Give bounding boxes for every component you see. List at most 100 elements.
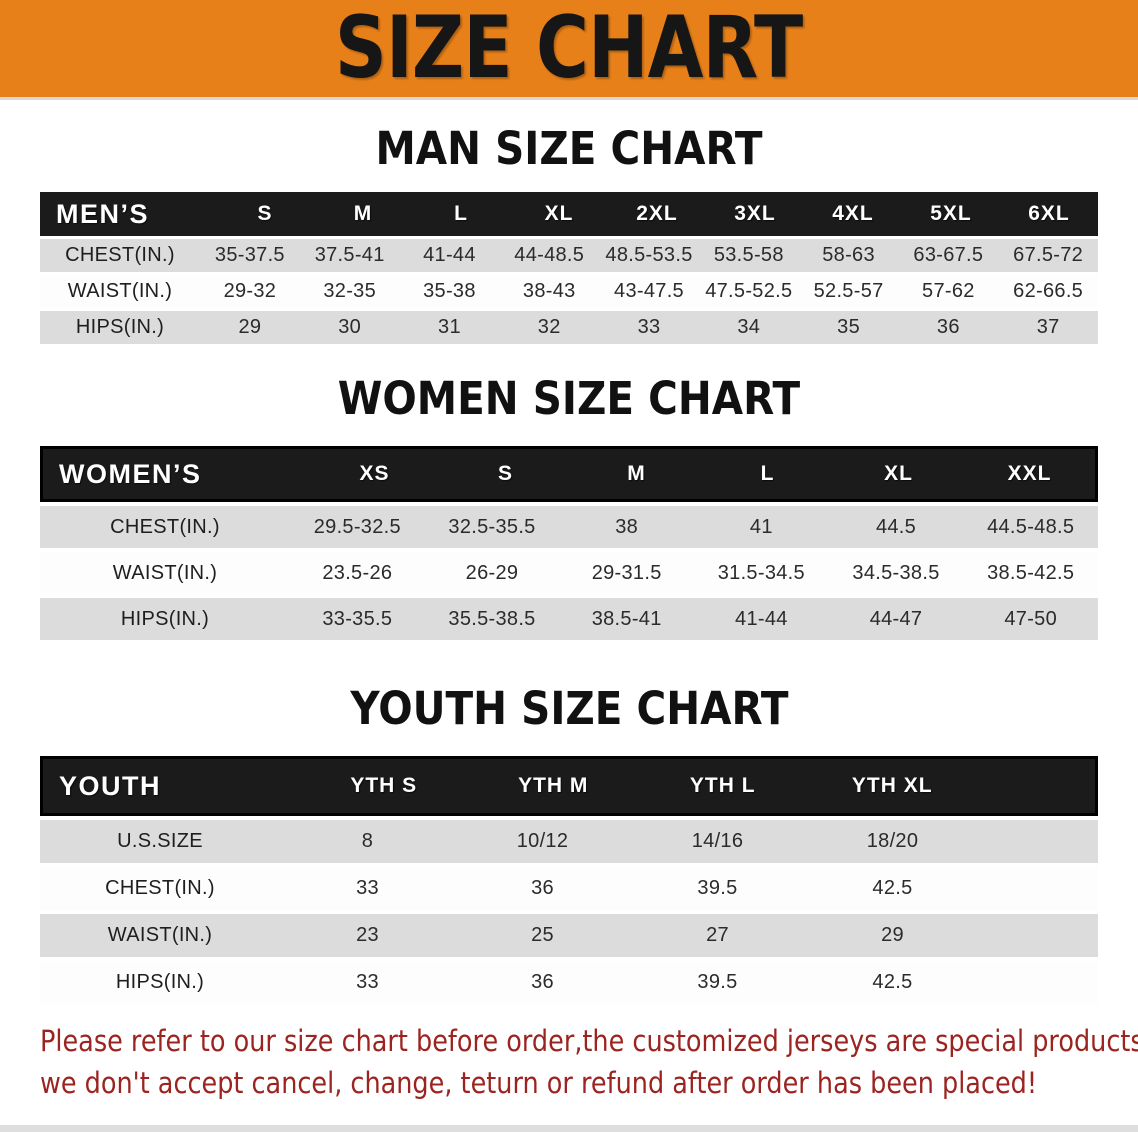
- table-cell: 30: [338, 316, 362, 338]
- table-cell: 44-48.5: [514, 244, 585, 266]
- table-cell: 23: [356, 924, 379, 946]
- table-header-row: YOUTH YTH S YTH M YTH L YTH XL: [40, 756, 1098, 816]
- table-cell: 14/16: [691, 830, 744, 852]
- table-cell: 38.5-41: [591, 607, 662, 630]
- table-row: U.S.SIZE 8 10/12 14/16 18/20: [40, 820, 1098, 863]
- row-label: CHEST(IN.): [110, 515, 220, 538]
- youth-section-heading-text: YOUTH SIZE CHART: [349, 682, 789, 735]
- table-row: CHEST(IN.) 33 36 39.5 42.5: [40, 867, 1098, 910]
- table-cell: 62-66.5: [1013, 280, 1084, 302]
- table-cell: 39.5: [697, 877, 738, 899]
- table-cell: 48.5-53.5: [605, 244, 693, 266]
- table-cell: 33-35.5: [322, 607, 393, 630]
- table-cell: 47-50: [1004, 607, 1058, 630]
- row-label: WAIST(IN.): [67, 280, 173, 302]
- size-column-header: S: [497, 462, 513, 485]
- table-cell: 33: [637, 316, 661, 338]
- table-cell: 44-47: [869, 607, 923, 630]
- size-column-header: M: [627, 462, 646, 485]
- table-cell: 31.5-34.5: [717, 561, 805, 584]
- youth-section-heading: YOUTH SIZE CHART: [0, 684, 1138, 734]
- size-column-header: S: [257, 202, 273, 225]
- table-cell: 35-38: [423, 280, 476, 302]
- table-cell: 32.5-35.5: [448, 515, 536, 538]
- size-column-header: XL: [884, 462, 913, 485]
- table-cell: 47.5-52.5: [705, 280, 793, 302]
- size-column-header: 3XL: [734, 202, 776, 225]
- table-header-label: MEN’S: [56, 198, 150, 229]
- table-cell: 8: [361, 830, 374, 852]
- table-cell: 34: [737, 316, 761, 338]
- table-cell: 29.5-32.5: [313, 515, 401, 538]
- table-cell: 35.5-38.5: [448, 607, 536, 630]
- table-cell: 18/20: [866, 830, 919, 852]
- table-cell: 43-47.5: [614, 280, 684, 302]
- table-cell: 26-29: [465, 561, 519, 584]
- table-cell: 67.5-72: [1013, 244, 1084, 266]
- disclaimer-line-1: Please refer to our size chart before or…: [40, 1024, 1138, 1058]
- row-label: U.S.SIZE: [117, 830, 203, 852]
- size-column-header: YTH XL: [851, 774, 933, 797]
- table-cell: 41: [749, 515, 773, 538]
- table-cell: 52.5-57: [813, 280, 884, 302]
- table-cell: 37.5-41: [314, 244, 385, 266]
- size-column-header: 2XL: [636, 202, 678, 225]
- table-cell: 34.5-38.5: [852, 561, 940, 584]
- table-cell: 32-35: [323, 280, 376, 302]
- size-column-header: XL: [544, 202, 574, 225]
- table-row: WAIST(IN.) 29-32 32-35 35-38 38-43 43-47.5 47.…: [40, 275, 1098, 308]
- men-section-heading-text: MAN SIZE CHART: [375, 122, 763, 175]
- size-column-header: YTH M: [518, 774, 589, 797]
- men-section-heading: MAN SIZE CHART: [0, 124, 1138, 174]
- table-cell: 31: [438, 316, 461, 338]
- youth-size-table: YOUTH YTH S YTH M YTH L YTH XL U.S.SIZE 8 10/12…: [40, 756, 1098, 1004]
- size-column-header: L: [760, 462, 775, 485]
- table-cell: 41-44: [735, 607, 788, 630]
- table-cell: 27: [706, 924, 729, 946]
- table-cell: 29-31.5: [591, 561, 662, 584]
- table-row: HIPS(IN.) 33 36 39.5 42.5: [40, 961, 1098, 1004]
- size-column-header: 5XL: [930, 202, 972, 225]
- table-cell: 10/12: [516, 830, 569, 852]
- banner: SIZE CHART: [0, 0, 1138, 100]
- table-cell: 42.5: [872, 971, 913, 993]
- table-cell: 38.5-42.5: [987, 561, 1075, 584]
- table-cell: 29: [881, 924, 904, 946]
- page-title: SIZE CHART: [335, 0, 803, 98]
- disclaimer: Please refer to our size chart before or…: [40, 1020, 1138, 1104]
- table-cell: 38-43: [522, 280, 576, 302]
- table-row: CHEST(IN.) 35-37.5 37.5-41 41-44 44-48.5 48.5…: [40, 239, 1098, 272]
- table-cell: 35-37.5: [214, 244, 285, 266]
- bottom-edge-strip: [0, 1125, 1138, 1132]
- table-cell: 36: [936, 316, 960, 338]
- table-row: WAIST(IN.) 23.5-26 26-29 29-31.5 31.5-34.5 34…: [40, 552, 1098, 594]
- women-section-heading-text: WOMEN SIZE CHART: [337, 372, 801, 425]
- table-cell: 42.5: [872, 877, 913, 899]
- row-label: HIPS(IN.): [115, 971, 205, 993]
- disclaimer-line-2: we don't accept cancel, change, teturn o…: [40, 1066, 1038, 1100]
- table-header-label: WOMEN’S: [59, 458, 202, 489]
- table-cell: 36: [531, 877, 554, 899]
- table-cell: 33: [356, 877, 379, 899]
- table-cell: 58-63: [822, 244, 875, 266]
- size-column-header: YTH L: [689, 774, 756, 797]
- table-cell: 63-67.5: [913, 244, 984, 266]
- table-row: HIPS(IN.) 33-35.5 35.5-38.5 38.5-41 41-44 44-…: [40, 598, 1098, 640]
- table-cell: 44.5-48.5: [987, 515, 1075, 538]
- size-column-header: YTH S: [350, 774, 418, 797]
- table-cell: 33: [356, 971, 379, 993]
- size-column-header: XXL: [1007, 462, 1052, 485]
- table-cell: 29: [238, 316, 262, 338]
- row-label: HIPS(IN.): [120, 607, 210, 630]
- table-cell: 37: [1036, 316, 1060, 338]
- womens-size-table: WOMEN’S XS S M L XL XXL CHEST(IN.) 29.5-32.5 32.5…: [40, 446, 1098, 640]
- table-cell: 29-32: [223, 280, 277, 302]
- table-row: CHEST(IN.) 29.5-32.5 32.5-35.5 38 41 44.5 44.5…: [40, 506, 1098, 548]
- row-label: HIPS(IN.): [75, 316, 165, 338]
- size-column-header: L: [454, 202, 468, 225]
- table-header-label: YOUTH: [59, 770, 161, 801]
- table-header-row: MEN’S S M L XL 2XL 3XL 4XL 5XL 6XL: [40, 192, 1098, 236]
- table-row: WAIST(IN.) 23 25 27 29: [40, 914, 1098, 957]
- women-section-heading: WOMEN SIZE CHART: [0, 374, 1138, 424]
